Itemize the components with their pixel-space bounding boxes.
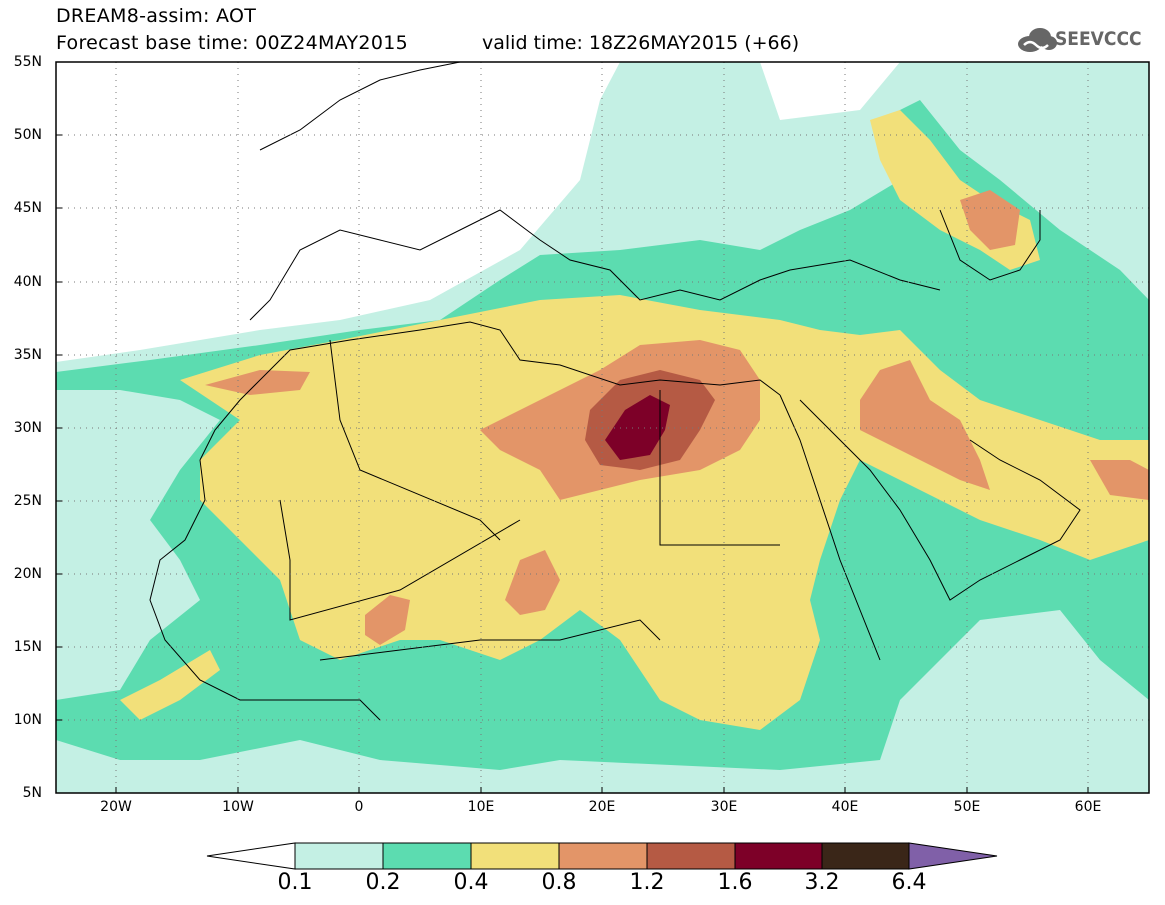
lon-label: 10W <box>222 799 254 815</box>
lon-label: 10E <box>467 799 495 815</box>
colorbar-label: 1.2 <box>629 870 665 895</box>
lon-label: 40E <box>831 799 859 815</box>
colorbar-label: 6.4 <box>891 870 927 895</box>
lon-label: 20E <box>588 799 616 815</box>
lat-label: 45N <box>13 200 42 216</box>
coastline-caspian <box>939 209 1041 281</box>
map-grid <box>56 62 1149 793</box>
colorbar-label: 3.2 <box>804 870 840 895</box>
lat-label: 30N <box>13 420 42 436</box>
lon-label: 0 <box>354 799 364 815</box>
lon-label: 50E <box>953 799 981 815</box>
aot-level-0.4-coast <box>120 650 220 720</box>
aot-level-1.6 <box>605 395 670 460</box>
aot-level-0.8-iraq <box>860 360 990 490</box>
cloud-logo-icon <box>1018 28 1057 52</box>
lat-label: 15N <box>13 639 42 655</box>
colorbar-label: 0.4 <box>453 870 489 895</box>
lat-label: 40N <box>13 274 42 290</box>
lat-label: 5N <box>22 785 42 801</box>
coastline-africa-north <box>199 321 781 461</box>
aot-level-0.8-caspian <box>960 190 1020 250</box>
aot-level-0.8-mali <box>365 595 410 645</box>
coastline-europe-north <box>259 62 461 151</box>
lat-label: 25N <box>13 493 42 509</box>
border-libya-egypt <box>659 390 780 546</box>
lon-label: 20W <box>100 799 132 815</box>
border-mali <box>279 499 521 621</box>
colorbar-label: 0.2 <box>365 870 401 895</box>
forecast-base-time: Forecast base time: 00Z24MAY2015 <box>56 32 408 54</box>
colorbar-label: 0.8 <box>541 870 577 895</box>
lat-label: 10N <box>13 712 42 728</box>
border-algeria <box>329 339 501 541</box>
logo-text: SEEVCCC <box>1055 28 1142 50</box>
lat-label: 50N <box>13 127 42 143</box>
lon-label: 30E <box>710 799 738 815</box>
colorbar-label: 0.1 <box>277 870 313 895</box>
lat-label: 55N <box>13 54 42 70</box>
coastline-red-sea <box>779 394 881 661</box>
border-sahel <box>319 619 661 661</box>
coastline-europe-south <box>249 209 941 321</box>
map-title: DREAM8-assim: AOT <box>56 5 257 27</box>
valid-time: valid time: 18Z26MAY2015 (+66) <box>482 32 800 54</box>
axis-ticks <box>56 61 1089 794</box>
colorbar-label: 1.6 <box>717 870 753 895</box>
coastline-arabia <box>799 399 1081 601</box>
lat-label: 35N <box>13 347 42 363</box>
coastline-africa-west <box>149 459 381 721</box>
aot-level-0.8-arabia <box>1090 460 1149 500</box>
lon-label: 60E <box>1074 799 1102 815</box>
aot-level-0.8-niger <box>505 550 560 615</box>
lat-label: 20N <box>13 566 42 582</box>
